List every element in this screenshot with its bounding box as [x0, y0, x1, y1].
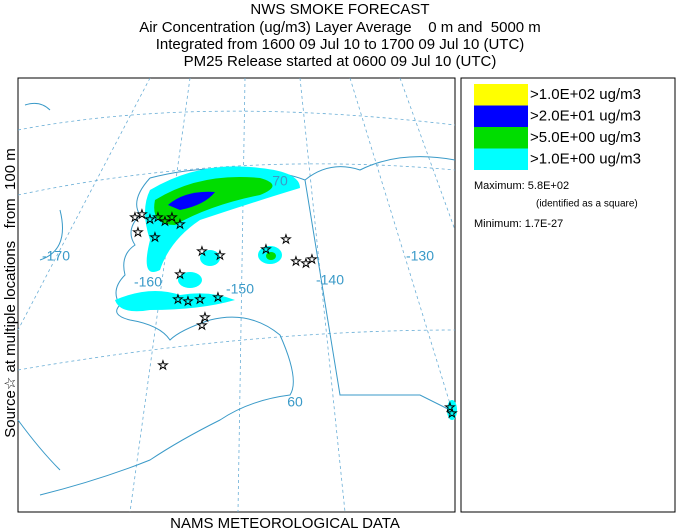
- source-star: ☆: [260, 241, 272, 256]
- source-star: ☆: [300, 255, 312, 270]
- side-label: Source☆ at multiple locations from 100 m: [2, 148, 19, 437]
- maximum-note: (identified as a square): [536, 199, 638, 210]
- source-star: ☆: [174, 216, 186, 231]
- source-star: ☆: [214, 247, 226, 262]
- source-star: ☆: [196, 243, 208, 258]
- source-star: ☆: [149, 229, 161, 244]
- lon-label: -140: [316, 272, 344, 288]
- source-star: ☆: [290, 253, 302, 268]
- legend-label: >2.0E+01 ug/m3: [530, 107, 641, 124]
- source-star: ☆: [129, 209, 141, 224]
- subtitle: Integrated from 1600 09 Jul 10 to 1700 0…: [156, 36, 525, 53]
- source-star: ☆: [196, 317, 208, 332]
- minimum: Minimum: 1.7E-27: [474, 218, 563, 230]
- source-star: ☆: [172, 291, 184, 306]
- source-star: ☆: [159, 213, 171, 228]
- footer: NAMS METEOROLOGICAL DATA: [170, 515, 400, 532]
- legend-label: >5.0E+00 ug/m3: [530, 129, 641, 146]
- source-star: ☆: [306, 251, 318, 266]
- smoke-plume: [115, 166, 457, 420]
- lat-label: 70: [272, 173, 288, 189]
- legend-swatch: [474, 148, 528, 170]
- source-star: ☆: [174, 266, 186, 281]
- source-star: ☆: [194, 291, 206, 306]
- legend-swatch: [474, 127, 528, 149]
- lon-label: -170: [42, 248, 70, 264]
- legend: >1.0E+02 ug/m3 >2.0E+01 ug/m3 >5.0E+00 ug/…: [460, 77, 676, 513]
- lon-label: -130: [406, 248, 434, 264]
- source-star: ☆: [212, 289, 224, 304]
- source-star: ☆: [444, 399, 456, 414]
- graticule: [17, 77, 456, 513]
- source-star: ☆: [152, 209, 164, 224]
- subtitle: Air Concentration (ug/m3) Layer Average …: [139, 19, 541, 36]
- legend-label: >1.0E+00 ug/m3: [530, 150, 641, 167]
- source-star: ☆: [166, 209, 178, 224]
- source-star: ☆: [280, 231, 292, 246]
- source-star: ☆: [199, 309, 211, 324]
- map: ☆☆☆☆☆☆☆☆ ☆☆ ☆ ☆☆☆☆☆☆☆☆ ☆ ☆☆☆☆☆☆ -170 -160 -15…: [17, 77, 458, 513]
- lon-label: -150: [226, 281, 254, 297]
- legend-swatch: [474, 105, 528, 127]
- source-star: ☆: [136, 206, 148, 221]
- source-star: ☆: [182, 293, 194, 308]
- source-star: ☆: [132, 224, 144, 239]
- source-markers: ☆☆☆☆☆☆☆☆ ☆☆ ☆ ☆☆☆☆☆☆☆☆ ☆ ☆☆☆☆☆☆: [129, 206, 458, 421]
- lon-label: -160: [134, 274, 162, 290]
- title: NWS SMOKE FORECAST: [250, 1, 429, 18]
- source-star: ☆: [157, 357, 169, 372]
- source-star: ☆: [446, 405, 458, 420]
- legend-swatch: [474, 84, 528, 106]
- maximum: Maximum: 5.8E+02: [474, 180, 569, 192]
- source-star: ☆: [144, 211, 156, 226]
- subtitle: PM25 Release started at 0600 09 Jul 10 (…: [184, 53, 497, 70]
- lat-label: 60: [287, 394, 303, 410]
- legend-label: >1.0E+02 ug/m3: [530, 86, 641, 103]
- map-frame: [17, 77, 456, 513]
